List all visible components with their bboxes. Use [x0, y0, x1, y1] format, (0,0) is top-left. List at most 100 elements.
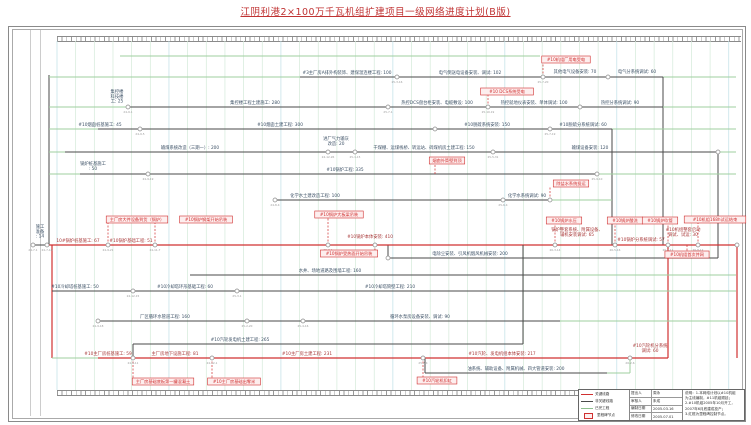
task-label: 化学水土建改造工程: 100 [290, 192, 340, 199]
milestone-box [416, 376, 458, 385]
milestone-box [320, 249, 378, 258]
task-label: 电除尘安装、引风机烟风机械安装: 200 [432, 250, 508, 257]
node-date: 26-2-6 [625, 361, 634, 365]
milestone-box [641, 216, 679, 225]
event-node [665, 242, 671, 248]
task-label: #10汽轮机分系统调试: 60 [633, 342, 669, 354]
event-node [352, 149, 358, 155]
event-node [715, 149, 721, 155]
event-node [152, 242, 158, 248]
timescale-ruler-top [57, 36, 741, 42]
task-label: #10锅炉工程: 335 [326, 166, 364, 173]
signature-field-value: 朱成 [653, 398, 661, 403]
task-label: #10烟囱土建工程: 300 [257, 121, 303, 128]
milestone-box [207, 377, 261, 386]
event-node [695, 242, 701, 248]
node-date: 25-7-1 [383, 110, 392, 114]
task-label: #10脱硫分系统调试: 60 [559, 121, 607, 128]
notes-cell: 说明：1.本网络计划以#10机组 为主线编制，#11机组顺延； 2.#10机组200… [683, 390, 744, 420]
milestone-label: 主厂房大件设备到货（锅炉） [110, 216, 164, 223]
binding-margin-line [40, 30, 41, 416]
node-date: 24-11-7 [150, 248, 161, 252]
task-label: 进厂气力输灰改造: 20 [323, 135, 349, 147]
node-date: 24-9-18 [93, 324, 104, 328]
legend-milestone-swatch [583, 412, 593, 419]
event-node [432, 126, 438, 132]
node-date: 25-7-20 [538, 80, 549, 84]
node-date: 24-7-16 [42, 248, 53, 252]
milestone-label: #10锅炉吹管 [647, 217, 673, 224]
task-label: #10冷却塔环形基础工程: 60 [157, 283, 213, 290]
signature-field-label: 审核人 [630, 397, 652, 405]
milestone-box [314, 210, 364, 219]
task-label: 主厂房地下设施工程: 81 [152, 350, 199, 357]
legend-line-swatch [581, 408, 593, 409]
node-date: 25-3-1 [232, 294, 241, 298]
node-date: 25-5-31 [488, 155, 499, 159]
milestone-box [480, 87, 534, 96]
task-label: 厂区循环水管道工程: 160 [140, 313, 190, 320]
event-node [552, 242, 558, 248]
milestone-label: 烟囱外筒壁到顶 [432, 157, 462, 164]
task-label: #10锅炉分系统调试: 57 [617, 236, 665, 243]
milestone-label: #10汽轮机扣缸 [422, 377, 453, 384]
node-date: 25-6-4 [498, 203, 507, 207]
signature-field-value: 2005.07.01 [653, 414, 674, 419]
title-block: 关键线路 非关键线路 已完工程 里程碑节点 提出人 周永 审核人 朱成 编制日期 2005.03… [578, 389, 745, 421]
node-date: 25-10-19 [482, 110, 495, 114]
event-node [244, 318, 250, 324]
task-label: 电气倒送电设备安装、调试: 102 [439, 69, 502, 76]
legend-line-swatch [581, 394, 593, 395]
event-node [234, 288, 240, 294]
node-date: 25-4-16 [298, 324, 309, 328]
milestone-box [105, 215, 169, 224]
task-label: 输煤设备安装: 120 [572, 144, 609, 151]
task-label: 施工准备: 14 [36, 223, 45, 240]
signature-table: 提出人 周永 审核人 朱成 编制日期 2005.03.16 修改日期 2005.07.01 [630, 390, 683, 420]
task-label: #10烟囱桩基施工: 45 [78, 121, 121, 128]
event-node [130, 288, 136, 294]
event-node [385, 255, 391, 261]
milestone-label: 除盐水系统投运 [556, 180, 586, 187]
event-node [500, 197, 506, 203]
node-date: 24-9-19 [143, 177, 154, 181]
task-label: 10#锅炉桩基施工: 67 [56, 237, 99, 244]
node-date: 24-12-15 [127, 294, 140, 298]
milestone-box [683, 215, 747, 224]
task-label: 电气分系统调试: 60 [618, 68, 657, 75]
task-label: 循环水泵房设备安装、调试: 90 [390, 313, 450, 320]
milestone-label: 主厂房基础底板第一罐混凝土 [136, 378, 190, 385]
signature-field-value: 周永 [653, 390, 661, 395]
signature-field-label: 提出人 [630, 390, 652, 397]
task-label: 油系统、辅助设备、附属机械、四大管道安装: 200 [468, 365, 565, 372]
event-node [540, 74, 546, 80]
event-node [325, 242, 331, 248]
milestone-label: #10锅炉钢架开始吊装 [185, 216, 228, 223]
milestone-label: #10锅炉酸洗 [612, 217, 638, 224]
event-node [485, 104, 491, 110]
event-node [145, 171, 151, 177]
event-node [734, 242, 740, 248]
notes-line: 2007年6月底建成投产； [685, 406, 726, 411]
notes-line: 说明：1.本网络计划以#10机组 [685, 391, 736, 395]
event-node [605, 74, 611, 80]
legend-item: 非关键线路 [581, 399, 627, 404]
milestone-box [428, 156, 466, 165]
event-node [547, 126, 553, 132]
node-date: 24-9-11 [128, 361, 139, 365]
node-date: 25-7-19 [545, 132, 556, 136]
milestone-box [545, 216, 583, 225]
binding-margin-line [30, 30, 31, 416]
signature-field-value: 2005.03.16 [653, 406, 674, 411]
node-date: 24-9-5 [135, 132, 144, 136]
task-label: #10主厂房土建工程: 231 [282, 350, 332, 357]
task-label: 其他电气设备安装: 70 [554, 68, 597, 75]
task-label: 化学水系统调试: 90 [508, 192, 547, 199]
milestone-label: #10机组厂用电受电 [547, 56, 586, 63]
task-label: 热控分系统调试: 90 [601, 99, 640, 106]
event-node [490, 149, 496, 155]
legend-item-label: 已完工程 [595, 406, 610, 410]
legend-item: 关键线路 [581, 392, 627, 397]
drawing-frame-outer [8, 26, 746, 422]
